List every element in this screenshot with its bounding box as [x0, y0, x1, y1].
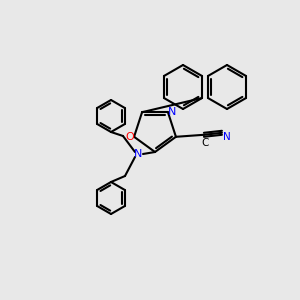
Text: C: C: [201, 138, 208, 148]
Text: O: O: [126, 132, 134, 142]
Text: N: N: [168, 107, 176, 117]
Text: N: N: [134, 149, 142, 159]
Text: N: N: [223, 132, 231, 142]
